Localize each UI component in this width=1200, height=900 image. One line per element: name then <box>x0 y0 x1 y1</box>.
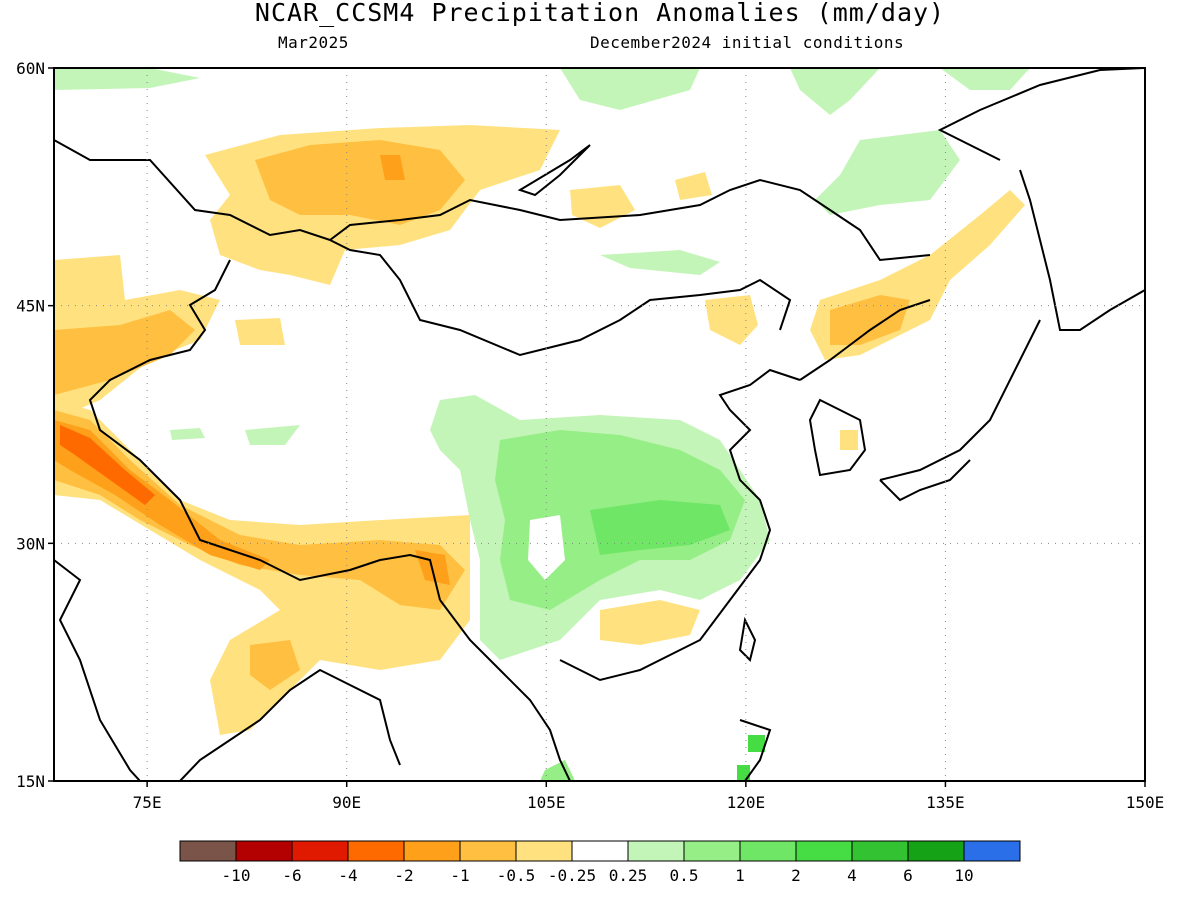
colorbar-label: 0.25 <box>609 866 648 885</box>
colorbar-label: -4 <box>338 866 357 885</box>
china-west-border <box>88 259 441 601</box>
lat-tick-label: 30N <box>16 534 45 553</box>
taiwan-philippines-coast <box>738 616 772 781</box>
anomaly-region-yangtze-wet <box>590 500 730 555</box>
anomaly-region-sichuan-dry-hole <box>528 515 565 580</box>
colorbar-swatch <box>795 840 853 862</box>
lon-tick-label: 105E <box>527 793 566 812</box>
colorbar-label: -0.25 <box>548 866 596 885</box>
anomaly-region-south-china-dry <box>600 600 700 645</box>
anomaly-region-vietnam-wet <box>540 760 575 781</box>
anomaly-region-mongolia-dry <box>570 172 758 345</box>
baikal-lake <box>517 144 591 197</box>
colorbar-swatch <box>179 840 237 862</box>
colorbar-label: -1 <box>450 866 469 885</box>
lon-tick-label: 75E <box>133 793 162 812</box>
colorbar-swatch <box>627 840 685 862</box>
anomaly-region-kazakh-dry-max <box>380 155 405 180</box>
anomaly-region-india-dry-core <box>250 640 300 690</box>
colorbar-label: -6 <box>282 866 301 885</box>
anomaly-shading <box>54 68 1030 781</box>
coastlines-and-borders <box>54 68 1145 781</box>
lon-tick-label: 150E <box>1126 793 1165 812</box>
initial-conditions-label: December2024 initial conditions <box>590 33 905 52</box>
sakhalin-kuril-coast <box>937 68 1145 331</box>
colorbar-label: 4 <box>847 866 857 885</box>
lat-tick-label: 45N <box>16 297 45 316</box>
lat-tick-label: 15N <box>16 772 45 791</box>
colorbar-swatch <box>907 840 965 862</box>
lon-tick-label: 90E <box>332 793 361 812</box>
map-frame <box>53 67 1146 782</box>
colorbar-label: 6 <box>903 866 913 885</box>
colorbar-label: 10 <box>954 866 973 885</box>
anomaly-region-kazakh-dry-core <box>255 140 465 225</box>
anomaly-region-manchuria-dry-core <box>830 295 910 345</box>
anomaly-region-himalaya-dry-core <box>54 410 465 610</box>
southeast-asia-coast <box>439 368 801 781</box>
colorbar-swatch <box>739 840 797 862</box>
colorbar-swatch <box>347 840 405 862</box>
anomaly-region-central-asia-dry-core <box>54 310 195 395</box>
colorbar-swatch <box>459 840 517 862</box>
anomaly-region-himalaya-dry-max <box>60 425 155 505</box>
colorbar-swatch <box>963 840 1021 862</box>
colorbar-label: 0.5 <box>670 866 699 885</box>
lon-tick-label: 120E <box>727 793 766 812</box>
anomaly-region-amur-wet <box>815 130 960 215</box>
anomaly-region-himalaya-dry-strong <box>54 420 450 585</box>
chart-title: NCAR_CCSM4 Precipitation Anomalies (mm/d… <box>254 0 946 27</box>
valid-month-label: Mar2025 <box>278 33 349 52</box>
india-outline <box>54 559 401 781</box>
colorbar-swatch <box>571 840 629 862</box>
anomaly-region-taiwan-wet <box>737 735 765 781</box>
mongolia-border <box>329 239 792 357</box>
lon-tick-label: 135E <box>926 793 965 812</box>
anomaly-region-north-wet <box>560 68 1030 115</box>
russia-kazakh-border <box>54 139 931 262</box>
anomaly-region-tianshan-dry <box>235 318 285 345</box>
anomaly-region-mongolia-wet <box>600 250 720 275</box>
colorbar-label: -0.5 <box>497 866 536 885</box>
colorbar: -10 -6 -4 -2 -1 -0.5 -0.25 0.25 0.5 1 2 4 6 10 <box>179 840 1021 885</box>
anomaly-region-siberia-wet <box>54 68 200 90</box>
anomaly-region-tibet-wet <box>170 425 300 445</box>
colorbar-swatch <box>403 840 461 862</box>
colorbar-label: 1 <box>735 866 745 885</box>
axis-labels: 60N 45N 30N 15N 75E 90E 105E 120E 135E 150E <box>16 59 1164 812</box>
colorbar-swatch <box>291 840 349 862</box>
colorbar-label: -10 <box>222 866 251 885</box>
lat-tick-label: 60N <box>16 59 45 78</box>
colorbar-swatch <box>851 840 909 862</box>
colorbar-swatch <box>235 840 293 862</box>
korea-japan-coast <box>799 299 1041 502</box>
colorbar-swatch <box>515 840 573 862</box>
colorbar-label: -2 <box>394 866 413 885</box>
anomaly-region-korea-dry <box>840 430 858 450</box>
colorbar-label: 2 <box>791 866 801 885</box>
colorbar-swatch <box>683 840 741 862</box>
